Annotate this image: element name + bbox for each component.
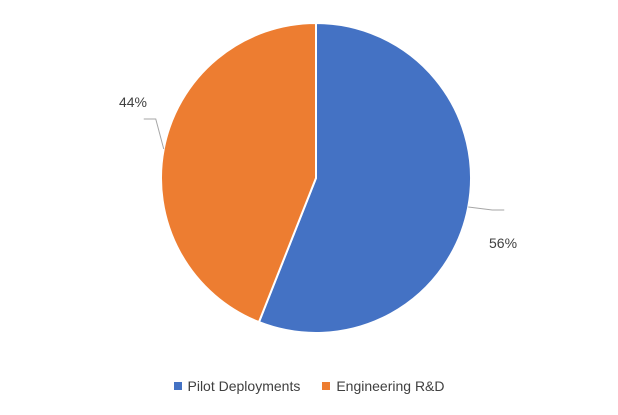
pie-slice-engineering-r-d (160, 21, 317, 324)
legend-item-pilot-deployments: Pilot Deployments (173, 378, 301, 394)
leader-line-1 (468, 206, 505, 211)
leader-lines (143, 118, 505, 211)
data-label-pilot-deployments: 56% (489, 235, 517, 251)
legend-swatch-engineering-rd (322, 382, 331, 390)
data-label-engineering-r-d: 44% (119, 94, 147, 110)
pie-slice-pilot-deployments (257, 21, 472, 334)
legend-label-pilot-deployments: Pilot Deployments (187, 378, 301, 394)
data-labels: 56% 44% (119, 94, 517, 251)
legend: Pilot Deployments Engineering R&D (0, 378, 618, 394)
legend-item-engineering-rd: Engineering R&D (322, 378, 445, 394)
legend-label-engineering-rd: Engineering R&D (336, 378, 445, 394)
legend-swatch-pilot-deployments (173, 382, 182, 390)
pie-slices (160, 21, 472, 334)
leader-line-2 (143, 118, 165, 150)
